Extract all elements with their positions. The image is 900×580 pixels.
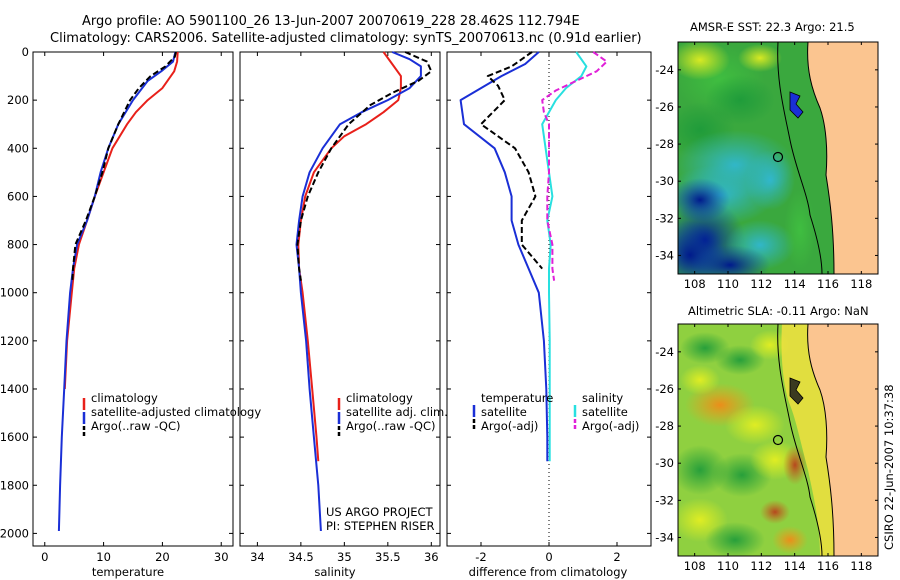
y-tick-label: -34 (655, 530, 674, 544)
x-tick-label: 112 (750, 277, 772, 291)
argo-float-marker (772, 434, 784, 446)
x-tick-label: 112 (750, 559, 772, 573)
sst-map-axes: 108 110 112 114 116 118 -24 -26 -28 -30 -32 -34 (655, 42, 878, 291)
legend-salinity-heading: salinity (582, 391, 623, 405)
legend-temp-argo: Argo(-adj) (481, 419, 538, 433)
x-tick-label: 35.5 (375, 550, 401, 564)
y-tick-label: -30 (655, 174, 674, 188)
y-tick-label: -32 (655, 211, 674, 225)
x-tick-label: 2 (613, 550, 620, 564)
x-tick-label: 20 (155, 550, 170, 564)
credit-project: US ARGO PROJECT (326, 505, 434, 519)
x-tick-label: 34 (250, 550, 265, 564)
y-tick-label: -24 (655, 345, 674, 359)
temperature-panel: 0 200 400 600 800 1000 1200 1400 1600 1800 2000 0 10… (0, 45, 234, 579)
x-tick-label: 30 (214, 550, 229, 564)
x-tick-label: 114 (784, 559, 806, 573)
legend-satellite: satellite-adjusted climatology (91, 405, 261, 419)
y-tick-label: 200 (7, 93, 29, 107)
x-tick-label: 110 (717, 559, 739, 573)
series-temperature-satellite (459, 51, 549, 462)
sla-map-title: Altimetric SLA: -0.11 Argo: NaN (688, 304, 869, 318)
x-tick-label: 35 (337, 550, 352, 564)
y-tick-label: 0 (22, 45, 29, 59)
series-temperature-argo-adj (480, 51, 543, 270)
y-tick-label: -26 (655, 100, 674, 114)
x-tick-label: 110 (717, 277, 739, 291)
legend-temperature-heading: temperature (481, 391, 553, 405)
argo-float-marker (772, 151, 784, 163)
series-climatology (63, 51, 179, 390)
sla-map-axes: 108 110 112 114 116 118 -24 -26 -28 -30 -32 -34 (655, 324, 878, 573)
sla-map-frame (677, 323, 879, 557)
x-tick-label: 34.5 (288, 550, 314, 564)
y-tick-label: 1200 (0, 334, 29, 348)
x-axis-label: salinity (314, 565, 355, 579)
plot-frame (239, 51, 441, 547)
legend-temp-satellite: satellite (481, 405, 527, 419)
series-argo-raw-qc (296, 51, 433, 281)
plot-frame (32, 51, 234, 547)
legend-sal-satellite: satellite (582, 405, 628, 419)
x-tick-label: -2 (475, 550, 486, 564)
y-tick-label: 1800 (0, 478, 29, 492)
series-satellite-adj-clim (295, 51, 422, 532)
y-tick-label: 600 (7, 189, 29, 203)
series-argo-raw-qc (71, 51, 177, 281)
salinity-legend: climatology satellite adj. clim. Argo(..… (326, 391, 448, 533)
x-tick-label: 116 (817, 277, 839, 291)
y-tick-label: 1400 (0, 382, 29, 396)
sla-map-field (678, 324, 878, 556)
x-tick-label: 36 (424, 550, 439, 564)
credit-pi: PI: STEPHEN RISER (326, 519, 435, 533)
x-tick-label: 108 (684, 559, 706, 573)
series-climatology (297, 51, 402, 462)
x-tick-label: 118 (850, 559, 872, 573)
y-tick-label: -28 (655, 137, 674, 151)
series-salinity-argo-adj (541, 51, 608, 281)
legend-climatology: climatology (346, 391, 413, 405)
x-tick-label: 114 (784, 277, 806, 291)
sst-map-field (678, 42, 878, 274)
x-tick-label: 116 (817, 559, 839, 573)
y-tick-label: 1000 (0, 286, 29, 300)
timestamp-stamp: CSIRO 22-Jun-2007 10:37:38 (882, 384, 896, 550)
y-tick-label: 1600 (0, 430, 29, 444)
y-tick-label: 400 (7, 141, 29, 155)
x-axis-label: temperature (92, 565, 164, 579)
legend-sal-argo: Argo(-adj) (582, 419, 639, 433)
difference-legend: temperature satellite Argo(-adj) salinit… (472, 391, 639, 433)
legend-argo: Argo(..raw -QC) (346, 419, 436, 433)
y-tick-label: -28 (655, 419, 674, 433)
x-tick-label: 118 (850, 277, 872, 291)
y-tick-label: -26 (655, 382, 674, 396)
y-tick-label: -24 (655, 63, 674, 77)
sst-map-frame (677, 41, 879, 275)
salinity-panel: 34 34.5 35 35.5 36 salinity (239, 51, 441, 579)
sst-map-title: AMSR-E SST: 22.3 Argo: 21.5 (690, 20, 855, 34)
x-tick-label: 0 (545, 550, 552, 564)
y-tick-label: -32 (655, 493, 674, 507)
y-tick-label: -34 (655, 248, 674, 262)
x-tick-label: 10 (96, 550, 111, 564)
x-tick-label: 0 (41, 550, 48, 564)
legend-climatology: climatology (91, 391, 158, 405)
legend-argo: Argo(..raw -QC) (91, 419, 181, 433)
x-tick-label: 108 (684, 277, 706, 291)
y-tick-label: -30 (655, 456, 674, 470)
legend-satellite: satellite adj. clim. (346, 405, 448, 419)
header-line2: Climatology: CARS2006. Satellite-adjuste… (50, 31, 642, 46)
y-tick-label: 800 (7, 238, 29, 252)
header-line1: Argo profile: AO 5901100_26 13-Jun-2007 … (82, 14, 580, 29)
temperature-legend: climatology satellite-adjusted climatolo… (82, 391, 261, 438)
x-axis-label: difference from climatology (469, 565, 628, 579)
y-tick-label: 2000 (0, 526, 29, 540)
